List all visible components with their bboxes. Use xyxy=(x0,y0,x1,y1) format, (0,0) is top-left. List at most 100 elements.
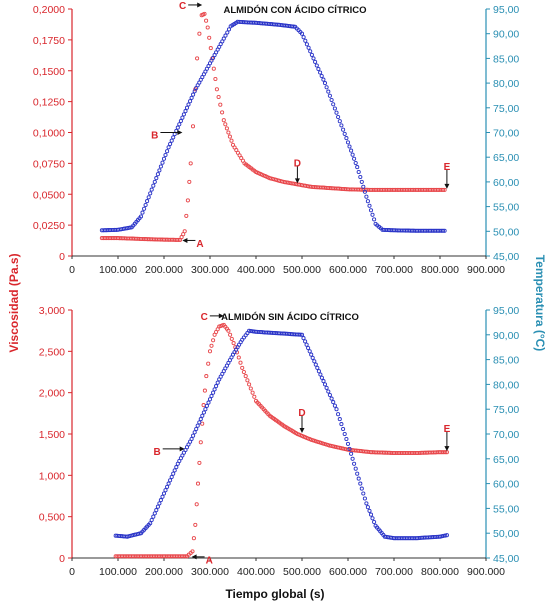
data-point xyxy=(174,465,179,470)
data-point xyxy=(206,400,211,405)
data-point xyxy=(310,355,315,360)
data-point xyxy=(355,471,360,476)
data-point xyxy=(214,87,219,92)
data-point xyxy=(172,468,177,473)
data-point xyxy=(355,165,360,170)
data-point xyxy=(207,349,213,354)
data-point xyxy=(207,397,213,402)
data-point xyxy=(347,144,352,149)
data-point xyxy=(165,149,170,154)
data-point xyxy=(195,56,200,61)
data-point xyxy=(304,42,309,47)
annotation-arrowhead xyxy=(444,446,450,452)
data-point xyxy=(337,119,342,124)
data-point xyxy=(151,514,156,519)
data-point xyxy=(192,89,197,94)
data-point xyxy=(184,105,190,110)
x-tick-label: 700.000 xyxy=(375,566,413,578)
data-point xyxy=(352,156,357,161)
data-point xyxy=(211,66,216,71)
data-point xyxy=(358,174,363,180)
data-point xyxy=(152,179,157,184)
data-point xyxy=(236,355,241,360)
data-point xyxy=(166,145,171,150)
y-left-tick-label: 0,2000 xyxy=(33,4,65,16)
data-point xyxy=(324,85,329,90)
data-point xyxy=(233,345,238,350)
x-tick-label: 600.000 xyxy=(329,566,367,578)
data-point xyxy=(353,160,358,166)
x-tick-label: 100.000 xyxy=(99,264,137,276)
data-point xyxy=(151,183,156,188)
data-point xyxy=(341,127,346,132)
data-point xyxy=(364,501,369,506)
annotation-label-c: C xyxy=(179,1,186,12)
data-point xyxy=(231,341,236,346)
data-point xyxy=(214,384,219,389)
data-point xyxy=(200,413,205,418)
data-point xyxy=(370,212,375,217)
data-point xyxy=(372,519,377,525)
data-point xyxy=(342,131,347,136)
data-point xyxy=(334,110,339,115)
data-point xyxy=(201,403,206,408)
data-point xyxy=(176,237,181,242)
data-point xyxy=(184,213,189,218)
data-point xyxy=(204,374,209,379)
data-point xyxy=(208,46,213,51)
data-point xyxy=(336,114,341,120)
data-point xyxy=(163,152,168,158)
data-point xyxy=(178,118,183,124)
data-point xyxy=(314,63,319,68)
data-point xyxy=(444,533,449,538)
data-point xyxy=(194,502,199,507)
y-left-tick-label: 0,1750 xyxy=(33,35,65,47)
data-point xyxy=(215,380,220,385)
x-tick-label: 800.000 xyxy=(421,264,459,276)
data-point xyxy=(138,214,144,219)
x-tick-label: 500.000 xyxy=(283,566,321,578)
temperature-series xyxy=(99,19,447,233)
data-point xyxy=(157,168,162,173)
data-point xyxy=(161,156,167,161)
data-point xyxy=(365,199,370,204)
annotation-label-b: B xyxy=(153,447,160,458)
data-point xyxy=(344,136,349,141)
annotation-arrowhead xyxy=(191,554,197,560)
data-point xyxy=(359,179,364,184)
data-point xyxy=(158,164,163,169)
annotation-arrowhead xyxy=(179,446,185,452)
x-tick-label: 300.000 xyxy=(191,264,229,276)
data-point xyxy=(331,102,336,107)
data-point xyxy=(226,27,232,32)
data-point xyxy=(364,194,369,199)
data-point xyxy=(188,99,193,104)
data-point xyxy=(169,474,174,480)
data-point xyxy=(315,365,320,370)
y-right-tick-label: 80,00 xyxy=(493,379,519,391)
y-right-tick-label: 80,00 xyxy=(493,78,519,90)
viscosity-series xyxy=(99,11,447,242)
data-point xyxy=(190,549,195,554)
data-point xyxy=(171,471,176,476)
data-point xyxy=(337,417,342,422)
data-point xyxy=(365,505,370,510)
data-point xyxy=(332,106,337,111)
data-point xyxy=(345,441,351,446)
data-point xyxy=(195,423,200,428)
data-point xyxy=(160,160,165,165)
data-point xyxy=(163,488,168,493)
data-point xyxy=(180,115,185,120)
annotation-arrowhead xyxy=(444,183,450,189)
x-tick-label: 400.000 xyxy=(237,264,275,276)
data-point xyxy=(183,109,188,114)
data-point xyxy=(321,77,326,82)
data-point xyxy=(361,184,366,189)
data-point xyxy=(187,179,192,184)
x-tick-label: 400.000 xyxy=(237,566,275,578)
data-point xyxy=(154,176,159,181)
y-axis-right-label: Temperatura (°C) xyxy=(533,255,547,352)
data-point xyxy=(211,390,216,395)
data-point xyxy=(331,400,336,405)
data-point xyxy=(309,352,314,357)
